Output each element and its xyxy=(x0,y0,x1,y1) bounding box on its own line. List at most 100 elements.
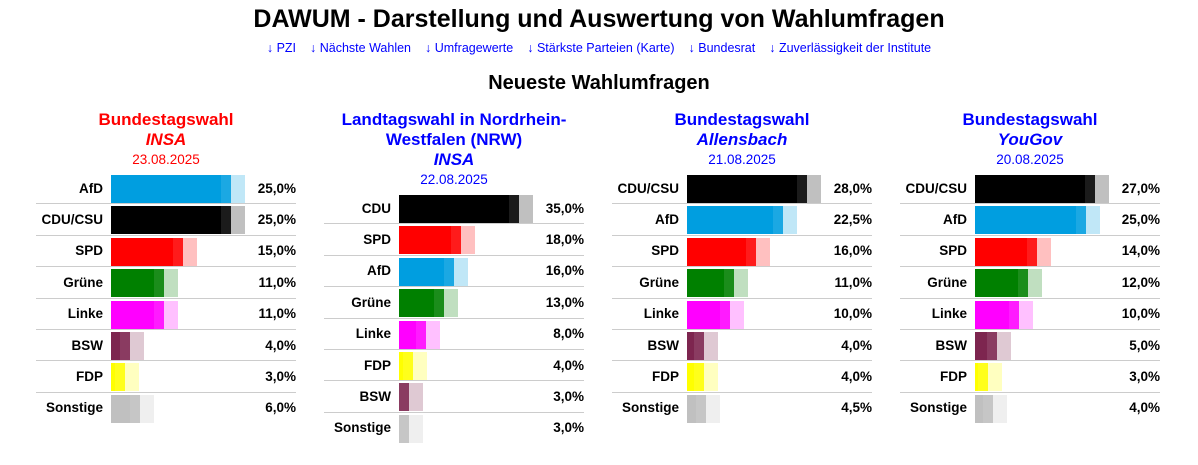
result-bar xyxy=(111,331,131,360)
bar-cell xyxy=(111,203,246,236)
bar-cell xyxy=(687,392,822,423)
poll-election[interactable]: Bundestagswahl xyxy=(962,110,1098,129)
bar-cell xyxy=(687,266,822,299)
poll-institute[interactable]: Allensbach xyxy=(696,130,788,149)
margin-box xyxy=(797,175,821,203)
result-row: BSW 5,0% xyxy=(900,329,1160,362)
result-row: SPD 18,0% xyxy=(324,223,584,256)
bar-cell xyxy=(111,329,246,362)
result-bar xyxy=(687,269,735,298)
party-label: Linke xyxy=(324,318,399,350)
result-bar xyxy=(975,175,1095,203)
result-bar xyxy=(975,269,1029,298)
link-staerkste-parteien[interactable]: ↓ Stärkste Parteien (Karte) xyxy=(527,41,675,55)
result-row: Grüne 12,0% xyxy=(900,266,1160,299)
bar-cell xyxy=(399,412,534,443)
party-label: Sonstige xyxy=(909,400,967,416)
margin-box xyxy=(773,206,798,235)
result-row: BSW 4,0% xyxy=(612,329,872,362)
result-bar xyxy=(687,363,705,392)
poll-results-table: CDU 35,0% SPD 18,0% AfD 16,0% Grüne 13,0% Li… xyxy=(324,193,584,443)
result-row: CDU 35,0% xyxy=(324,193,584,225)
margin-box xyxy=(719,300,744,329)
link-bundesrat[interactable]: ↓ Bundesrat xyxy=(688,41,756,55)
result-row: AfD 25,0% xyxy=(36,173,296,205)
margin-box xyxy=(129,394,154,423)
poll-card: Bundestagswahl YouGov 20.08.2025 CDU/CSU … xyxy=(900,110,1160,423)
result-row: SPD 15,0% xyxy=(36,235,296,268)
result-value: 3,0% xyxy=(246,360,296,393)
party-label: AfD xyxy=(612,203,687,236)
result-bar xyxy=(975,331,998,360)
link-pzi[interactable]: ↓ PZI xyxy=(266,41,297,55)
party-label: Linke xyxy=(612,298,687,330)
margin-box xyxy=(1009,300,1034,329)
result-value: 11,0% xyxy=(246,266,296,299)
bar-cell xyxy=(687,360,822,393)
result-row: AfD 25,0% xyxy=(900,203,1160,236)
party-label: SPD xyxy=(612,235,687,268)
poll-card: Landtagswahl in Nordrhein-Westfalen (NRW… xyxy=(324,110,584,443)
result-value: 4,0% xyxy=(822,329,872,362)
margin-box xyxy=(982,394,1007,423)
poll-institute[interactable]: INSA xyxy=(145,130,187,149)
poll-institute[interactable]: YouGov xyxy=(997,130,1063,149)
result-bar xyxy=(111,363,126,392)
poll-election[interactable]: Landtagswahl in Nordrhein-Westfalen (NRW… xyxy=(341,110,567,149)
result-value: 18,0% xyxy=(534,223,584,256)
result-bar xyxy=(399,195,519,223)
result-value: 4,0% xyxy=(822,360,872,393)
margin-box xyxy=(724,269,749,298)
party-label: Sonstige xyxy=(333,420,391,436)
result-row: CDU/CSU 28,0% xyxy=(612,173,872,205)
bar-cell xyxy=(111,360,246,393)
party-label: BSW xyxy=(36,329,111,362)
poll-election[interactable]: Bundestagswahl xyxy=(98,110,234,129)
party-label: Linke xyxy=(36,298,111,330)
result-value: 3,0% xyxy=(534,380,584,413)
poll-results-table: AfD 25,0% CDU/CSU 25,0% SPD 15,0% Grüne 11,… xyxy=(36,173,296,423)
link-naechste-wahlen[interactable]: ↓ Nächste Wahlen xyxy=(310,41,412,55)
bar-cell xyxy=(687,203,822,236)
bar-cell xyxy=(975,329,1110,362)
result-bar xyxy=(399,383,410,412)
poll-institute[interactable]: INSA xyxy=(433,150,475,169)
result-value: 6,0% xyxy=(265,400,296,416)
poll-election[interactable]: Bundestagswahl xyxy=(674,110,810,129)
margin-box xyxy=(1076,206,1101,235)
party-label: Grüne xyxy=(900,266,975,299)
result-row: Sonstige 4,0% xyxy=(900,392,1160,423)
party-label: FDP xyxy=(900,360,975,393)
result-bar xyxy=(687,175,807,203)
party-label: AfD xyxy=(900,203,975,236)
margin-box xyxy=(416,320,441,349)
result-bar xyxy=(399,289,444,318)
poll-card: Bundestagswahl INSA 23.08.2025 AfD 25,0% C… xyxy=(36,110,296,423)
party-label: Grüne xyxy=(36,266,111,299)
result-row: AfD 16,0% xyxy=(324,255,584,288)
margin-box xyxy=(120,331,145,360)
result-value: 28,0% xyxy=(822,173,872,205)
link-zuverlaessigkeit[interactable]: ↓ Zuverlässigkeit der Institute xyxy=(769,41,932,55)
result-row: Grüne 11,0% xyxy=(36,266,296,299)
result-bar xyxy=(111,269,164,298)
party-label: FDP xyxy=(36,360,111,393)
result-bar xyxy=(399,320,427,349)
party-label: CDU/CSU xyxy=(36,203,111,236)
result-value: 16,0% xyxy=(822,235,872,268)
result-bar xyxy=(399,351,413,380)
link-umfragewerte[interactable]: ↓ Umfragewerte xyxy=(425,41,514,55)
result-row: Sonstige 4,5% xyxy=(612,392,872,423)
result-bar xyxy=(399,414,410,443)
margin-box xyxy=(221,175,245,203)
result-value: 11,0% xyxy=(246,298,296,330)
bar-cell xyxy=(975,203,1110,236)
result-value: 13,0% xyxy=(534,286,584,319)
result-bar xyxy=(111,237,183,266)
result-bar xyxy=(399,226,461,255)
margin-box xyxy=(1085,175,1109,203)
margin-box xyxy=(978,363,1003,392)
bar-cell xyxy=(975,298,1110,330)
margin-box xyxy=(1027,237,1052,266)
party-label: CDU/CSU xyxy=(900,173,975,205)
